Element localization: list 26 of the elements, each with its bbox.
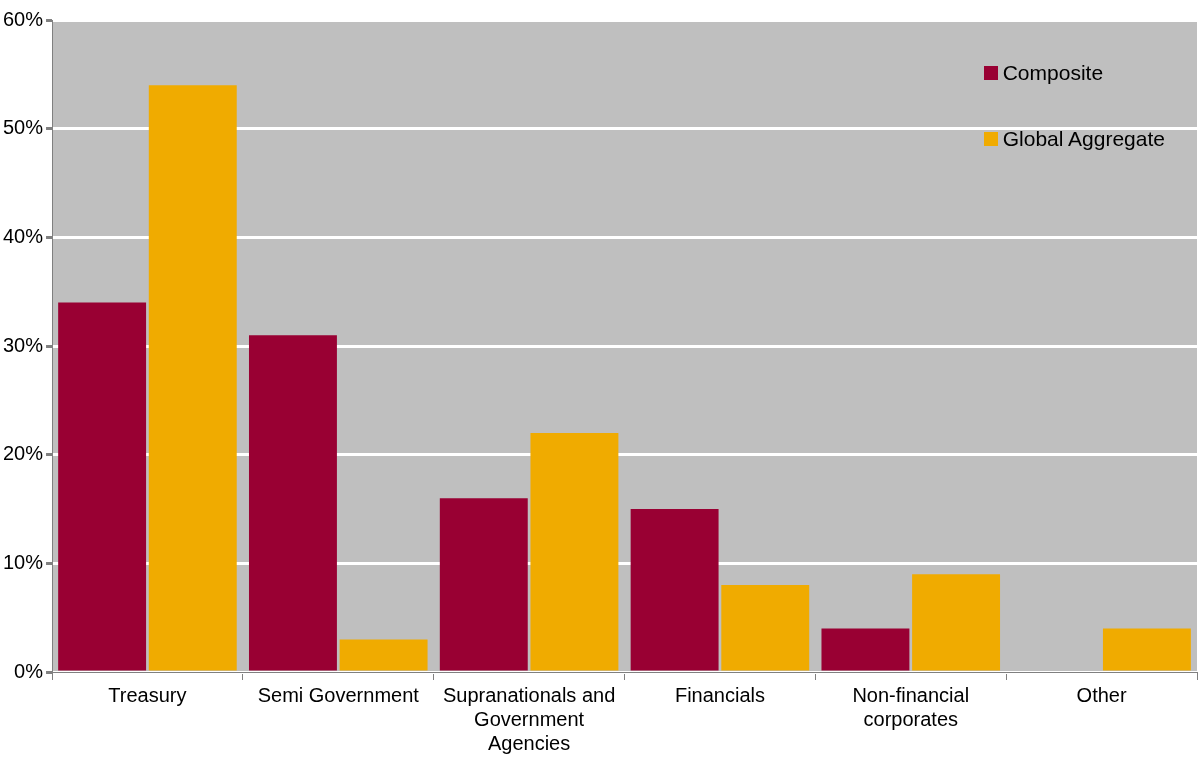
bar xyxy=(339,639,428,671)
y-tick-label: 20% xyxy=(3,442,44,465)
x-tick-label: Semi Government xyxy=(257,683,420,706)
y-tick-label: 60% xyxy=(3,7,44,30)
y-tick-label: 0% xyxy=(14,659,44,682)
x-tick-label: Treasury xyxy=(108,683,187,706)
bar xyxy=(912,574,1001,671)
bar xyxy=(58,302,147,671)
y-tick-label: 40% xyxy=(3,224,44,247)
legend-label: Global Aggregate xyxy=(1002,127,1165,151)
x-tick-label: Other xyxy=(1076,683,1127,706)
legend-label: Composite xyxy=(1002,61,1104,85)
x-tick-label: Non-financial corporates xyxy=(852,683,970,730)
bar xyxy=(248,335,337,671)
y-tick-label: 50% xyxy=(3,116,44,139)
bar xyxy=(721,585,810,671)
bar xyxy=(1102,628,1191,671)
x-tick-label: Supranationals and Government Agencies xyxy=(442,683,616,754)
bar xyxy=(439,498,528,671)
x-tick-label: Financials xyxy=(674,683,765,706)
bar xyxy=(530,432,619,671)
y-tick-label: 30% xyxy=(3,333,44,356)
bar xyxy=(630,509,719,671)
bar xyxy=(821,628,910,671)
y-tick-label: 10% xyxy=(3,550,44,573)
bar xyxy=(148,85,237,671)
